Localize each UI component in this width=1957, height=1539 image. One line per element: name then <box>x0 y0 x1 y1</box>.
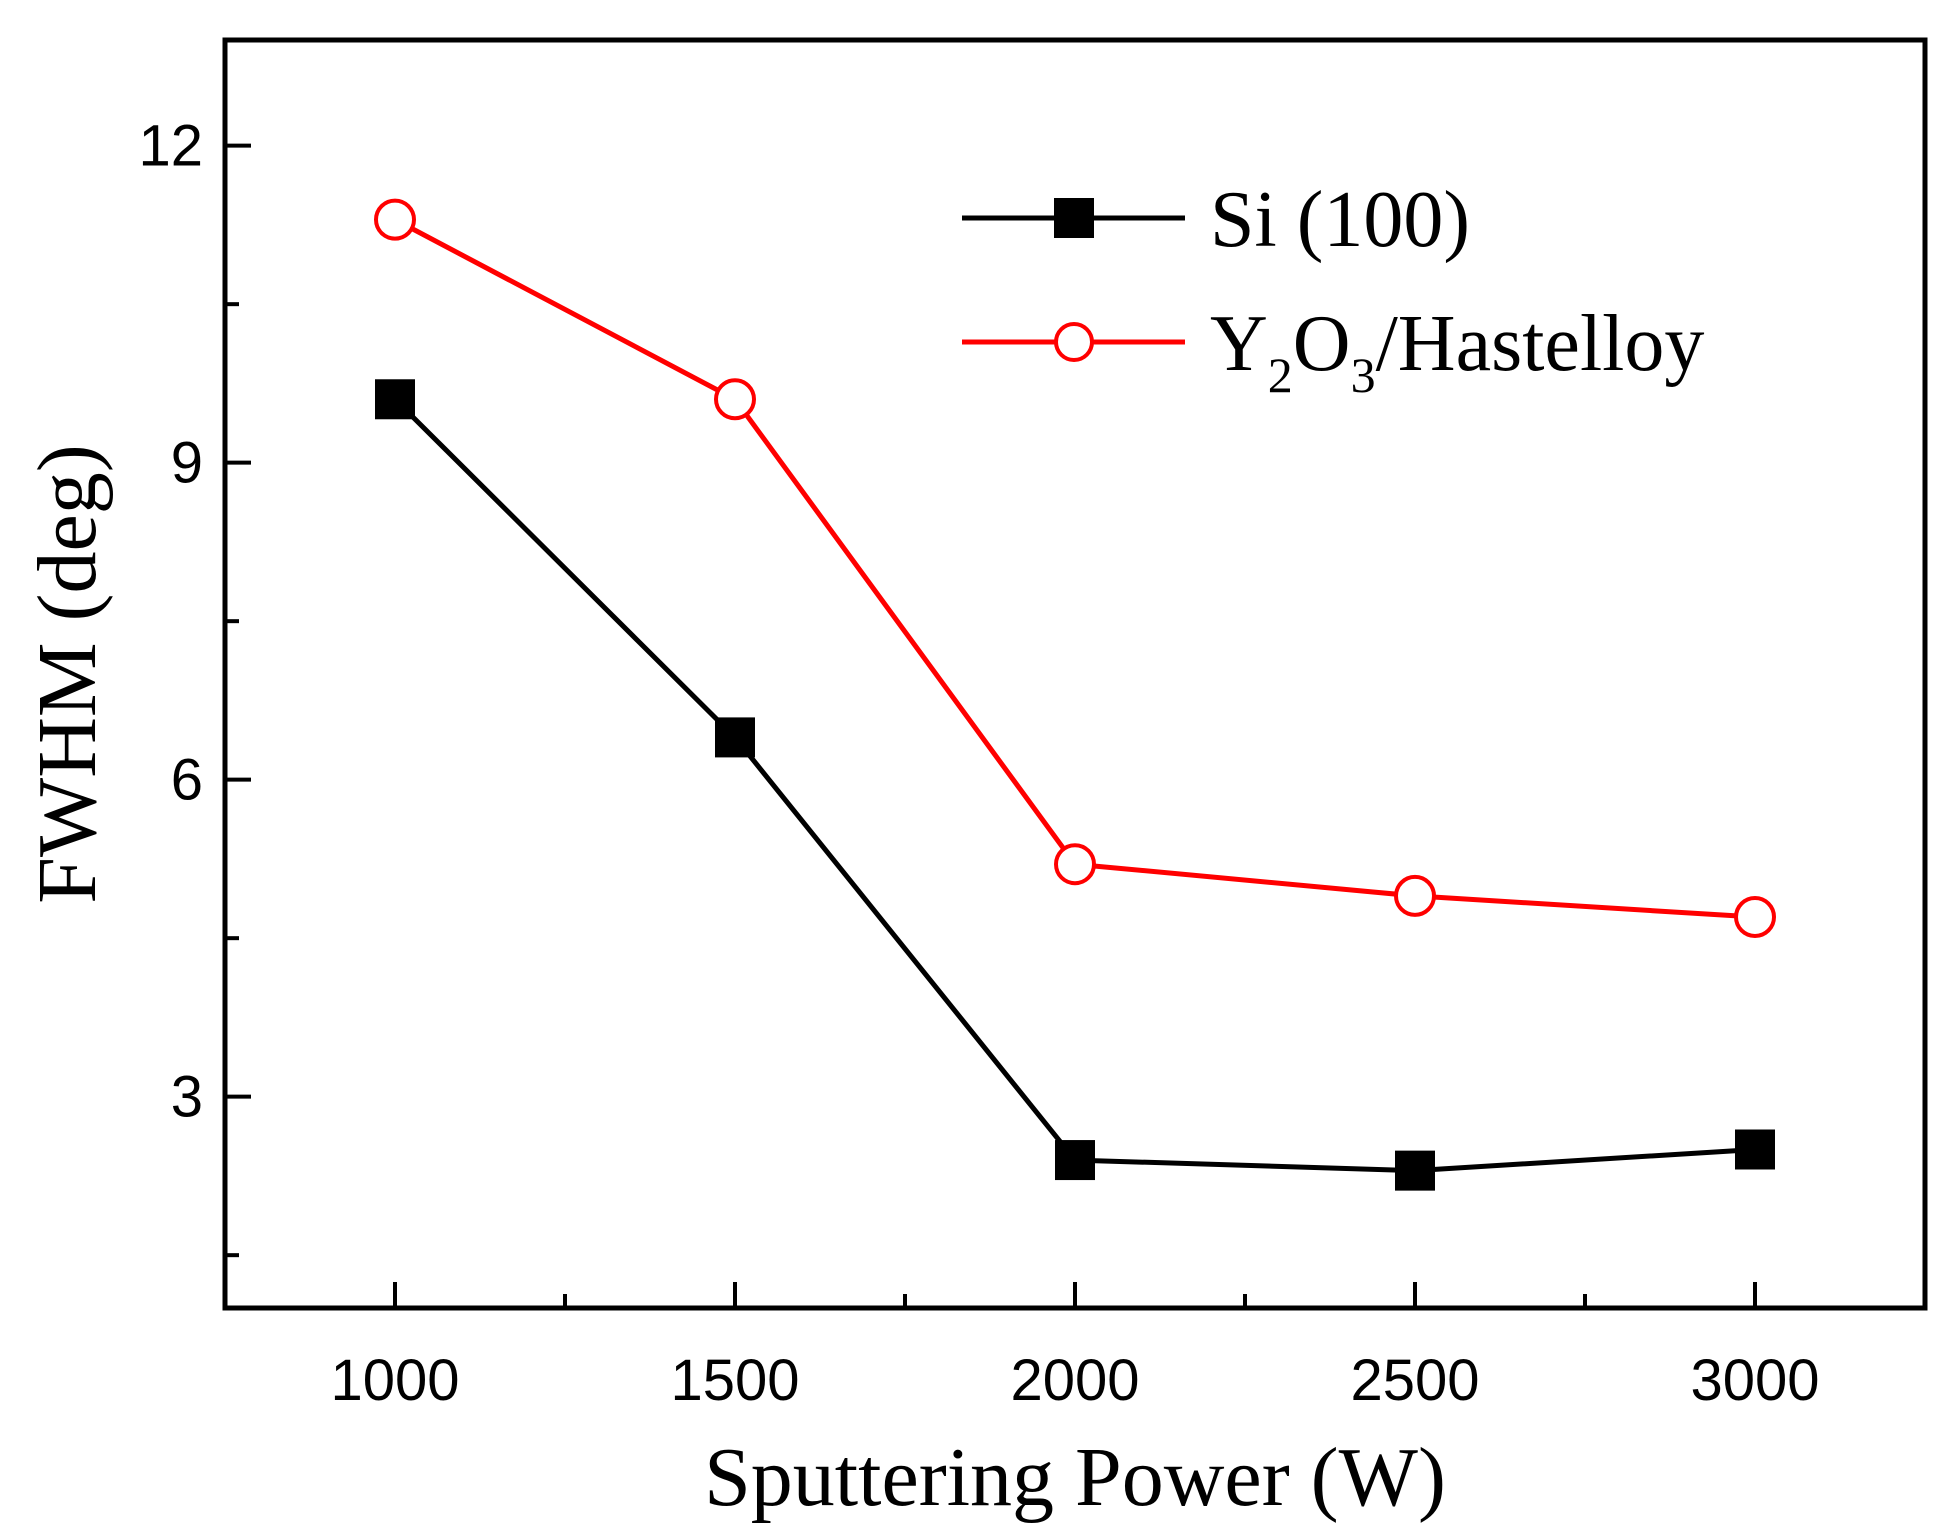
y-tick-label: 9 <box>171 431 203 496</box>
data-point-square <box>1735 1129 1775 1170</box>
data-point-square <box>1055 1140 1095 1181</box>
data-point-circle <box>374 198 416 241</box>
data-point-square <box>715 717 755 758</box>
x-tick-label: 1000 <box>330 1348 459 1413</box>
y-tick-label: 6 <box>171 748 203 813</box>
legend-marker-si <box>1054 198 1094 238</box>
y-axis-ticks: 3 6 9 12 <box>138 114 251 1258</box>
legend-label-si: Si (100) <box>1210 176 1470 264</box>
x-tick-label: 2500 <box>1350 1348 1479 1413</box>
x-tick-label: 3000 <box>1690 1348 1819 1413</box>
data-point-circle <box>1054 843 1096 886</box>
data-point-square <box>1395 1150 1435 1191</box>
data-point-square <box>375 379 415 420</box>
x-tick-label: 1500 <box>670 1348 799 1413</box>
legend-label-y2o3-part-y: Y <box>1210 300 1268 388</box>
x-axis-title: Sputtering Power (W) <box>704 1431 1446 1524</box>
legend-label-y2o3-part-hastelloy: /Hastelloy <box>1376 300 1705 388</box>
data-point-circle <box>1734 896 1776 939</box>
y-tick-label: 3 <box>171 1065 203 1130</box>
legend-label-y2o3-sub-2: 2 <box>1268 347 1293 403</box>
data-point-circle <box>714 378 756 421</box>
legend: Si (100) Y2O3/Hastelloy <box>962 176 1704 403</box>
data-point-circle <box>1394 874 1436 917</box>
legend-marker-y2o3 <box>1054 322 1094 362</box>
legend-label-y2o3-sub-3: 3 <box>1351 347 1376 403</box>
y-axis-title: FWHM (deg) <box>21 444 114 904</box>
x-axis-ticks: 1000 1500 2000 2500 3000 <box>330 1282 1820 1413</box>
x-tick-label: 2000 <box>1010 1348 1139 1413</box>
legend-label-y2o3: Y2O3/Hastelloy <box>1210 300 1704 403</box>
series-markers <box>374 198 1776 1191</box>
legend-label-y2o3-part-o: O <box>1293 300 1351 388</box>
y-tick-label: 12 <box>138 114 203 179</box>
